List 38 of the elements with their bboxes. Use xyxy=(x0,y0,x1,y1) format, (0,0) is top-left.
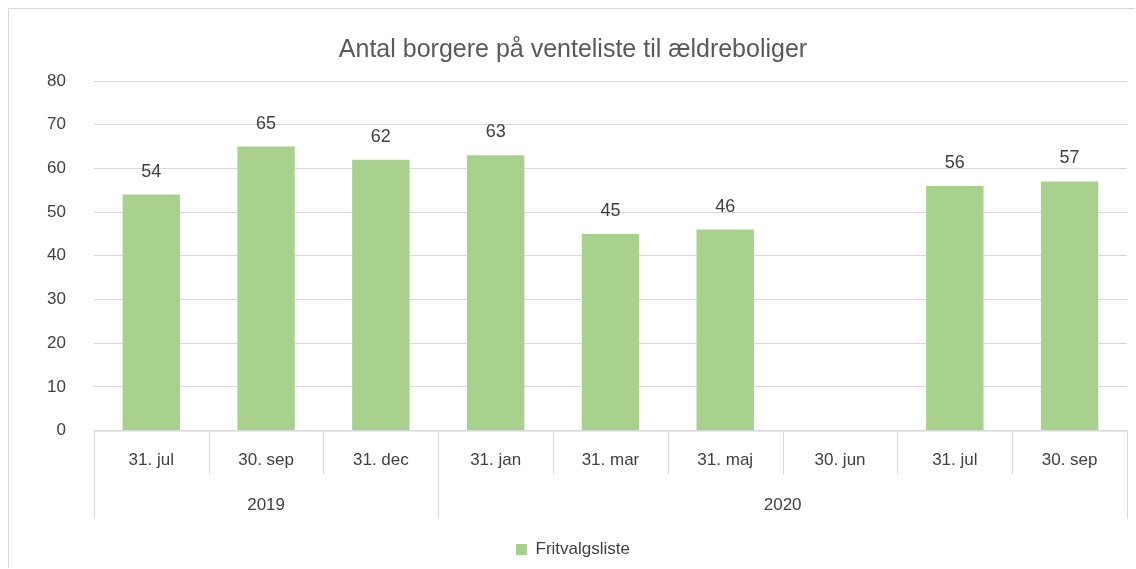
text: 2020 xyxy=(763,495,802,515)
x-tick-label: 30. sep xyxy=(238,450,294,470)
x-tick-label: 31. maj xyxy=(697,450,754,470)
data-label: 56 xyxy=(944,151,965,172)
y-tick-label: 30 xyxy=(46,289,66,309)
x-tick-label: 31. dec xyxy=(353,450,410,470)
bar xyxy=(122,194,180,431)
x-tick-label: 30. jun xyxy=(814,450,866,470)
x-tick-label: 30. sep xyxy=(1041,450,1098,470)
x-tick-label: 31. jul xyxy=(128,450,174,470)
bar xyxy=(926,185,984,431)
y-tick-label: 0 xyxy=(56,420,66,440)
x-tick-label: 31. mar xyxy=(581,450,640,470)
y-tick-label: 60 xyxy=(46,158,66,178)
y-tick-label: 80 xyxy=(46,70,66,90)
y-tick-label: 20 xyxy=(46,332,66,352)
x-tick-label: 31. jan xyxy=(470,450,522,470)
bar xyxy=(581,233,640,431)
bar xyxy=(466,155,525,431)
y-tick-label: 50 xyxy=(46,201,66,221)
data-label: 46 xyxy=(715,195,736,216)
y-tick-label: 10 xyxy=(46,376,66,396)
x-tick-label: 31. jul xyxy=(932,450,978,470)
data-label: 45 xyxy=(600,199,621,220)
text: 2019 xyxy=(247,495,286,515)
chart-title: Antal borgere på venteliste til ældreboliger xyxy=(338,33,808,62)
data-label: 65 xyxy=(256,112,277,133)
data-label: 54 xyxy=(141,160,162,181)
data-label: 62 xyxy=(370,125,391,146)
y-tick-label: 70 xyxy=(46,114,66,134)
data-label: 63 xyxy=(485,121,506,142)
bar xyxy=(352,159,410,431)
bar xyxy=(1040,181,1099,431)
bar xyxy=(696,229,754,431)
data-label: 57 xyxy=(1059,147,1080,168)
bar xyxy=(237,146,295,431)
y-tick-label: 40 xyxy=(46,245,66,265)
legend-label: Fritvalgsliste xyxy=(535,539,630,559)
